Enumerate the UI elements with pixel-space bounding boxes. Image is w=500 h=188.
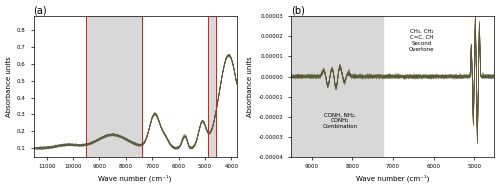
- X-axis label: Wave number (cm⁻¹): Wave number (cm⁻¹): [98, 175, 172, 182]
- Text: CONH, NH₂,
CONH₂
Combination: CONH, NH₂, CONH₂ Combination: [322, 112, 358, 129]
- Text: (b): (b): [292, 6, 305, 16]
- X-axis label: Wave number (cm⁻¹): Wave number (cm⁻¹): [356, 175, 430, 182]
- Bar: [86, 16, 142, 157]
- Text: (a): (a): [34, 6, 47, 16]
- Bar: [208, 16, 216, 157]
- Y-axis label: Absorbance units: Absorbance units: [6, 56, 12, 117]
- Y-axis label: Absorbance units: Absorbance units: [248, 56, 254, 117]
- Text: CH₃, CH₂
C=C, CH
Second
Overtone: CH₃, CH₂ C=C, CH Second Overtone: [408, 29, 434, 52]
- Bar: [292, 16, 382, 157]
